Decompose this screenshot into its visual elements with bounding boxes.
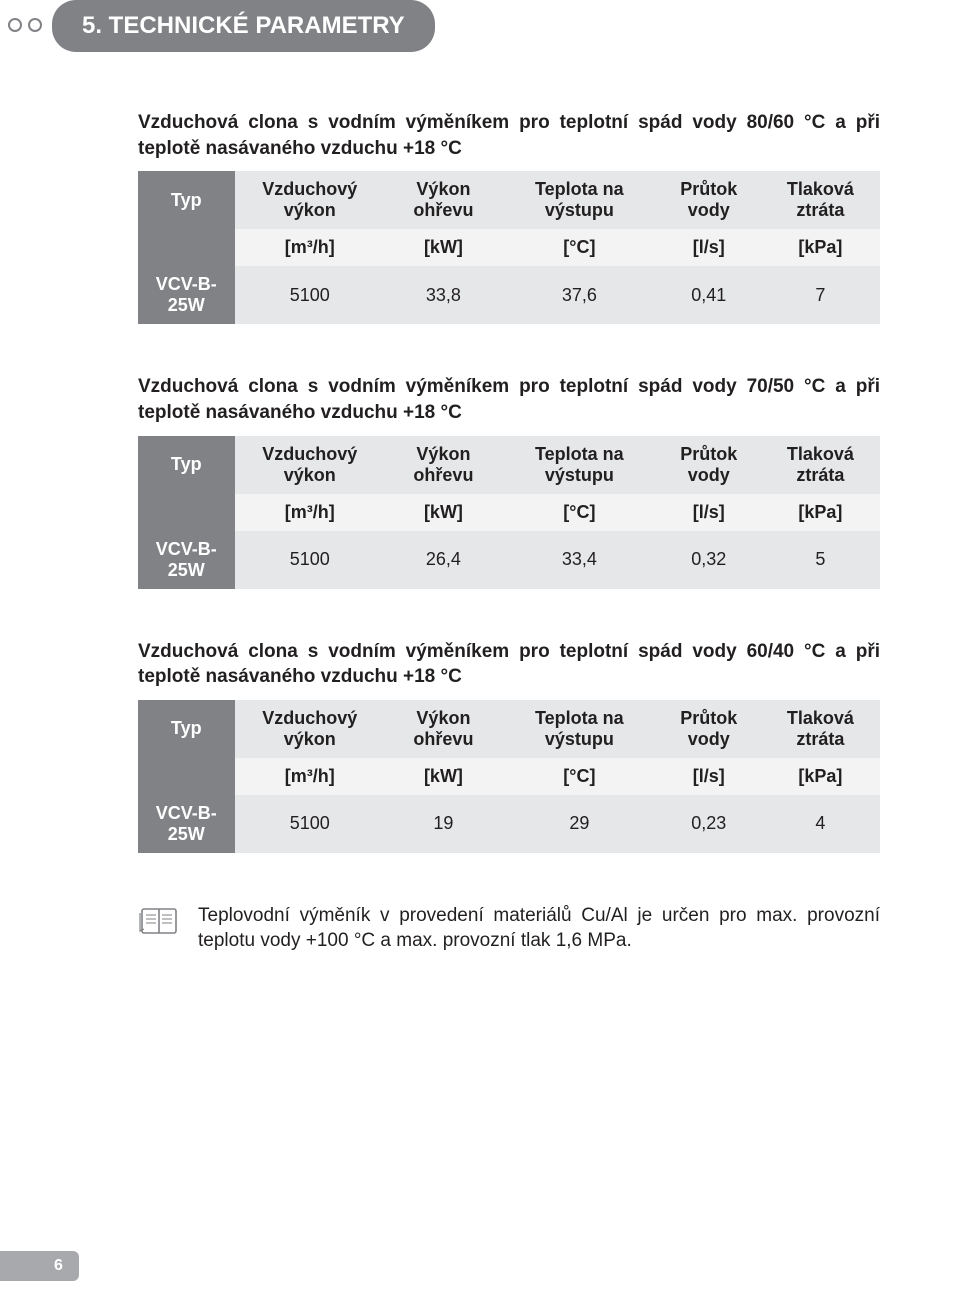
book-icon bbox=[138, 903, 180, 939]
header-bar: 5. TECHNICKÉ PARAMETRY bbox=[0, 0, 960, 60]
val-typ: VCV-B-25W bbox=[138, 266, 235, 324]
note-block: Teplovodní výměník v provedení materiálů… bbox=[138, 903, 880, 954]
data-table-3: Typ Vzduchový výkon Výkon ohřevu Teplota… bbox=[138, 700, 880, 853]
col-typ: Typ bbox=[138, 171, 235, 229]
val-v5: 4 bbox=[761, 795, 880, 853]
col-prutok: Průtok vody bbox=[657, 436, 761, 494]
col-vzduch: Vzduchový výkon bbox=[235, 436, 385, 494]
unit-blank bbox=[138, 494, 235, 531]
val-v2: 19 bbox=[385, 795, 502, 853]
unit-tlak: [kPa] bbox=[761, 494, 880, 531]
table-header-row: Typ Vzduchový výkon Výkon ohřevu Teplota… bbox=[138, 436, 880, 494]
col-tlak: Tlaková ztráta bbox=[761, 700, 880, 758]
data-table-1: Typ Vzduchový výkon Výkon ohřevu Teplota… bbox=[138, 171, 880, 324]
unit-prutok: [l/s] bbox=[657, 758, 761, 795]
page-number: 6 bbox=[30, 1251, 79, 1281]
unit-prutok: [l/s] bbox=[657, 229, 761, 266]
val-v1: 5100 bbox=[235, 266, 385, 324]
unit-teplota: [°C] bbox=[502, 494, 657, 531]
val-v1: 5100 bbox=[235, 531, 385, 589]
col-typ: Typ bbox=[138, 436, 235, 494]
unit-teplota: [°C] bbox=[502, 229, 657, 266]
col-vykon: Výkon ohřevu bbox=[385, 171, 502, 229]
note-text: Teplovodní výměník v provedení materiálů… bbox=[198, 903, 880, 954]
table-unit-row: [m³/h] [kW] [°C] [l/s] [kPa] bbox=[138, 229, 880, 266]
col-teplota: Teplota na výstupu bbox=[502, 436, 657, 494]
val-typ: VCV-B-25W bbox=[138, 531, 235, 589]
col-vykon: Výkon ohřevu bbox=[385, 700, 502, 758]
table-data-row: VCV-B-25W 5100 33,8 37,6 0,41 7 bbox=[138, 266, 880, 324]
unit-tlak: [kPa] bbox=[761, 758, 880, 795]
unit-vzduch: [m³/h] bbox=[235, 229, 385, 266]
unit-blank bbox=[138, 758, 235, 795]
dot-icon bbox=[28, 18, 42, 32]
val-v1: 5100 bbox=[235, 795, 385, 853]
col-prutok: Průtok vody bbox=[657, 171, 761, 229]
data-table-2: Typ Vzduchový výkon Výkon ohřevu Teplota… bbox=[138, 436, 880, 589]
dot-icon bbox=[8, 18, 22, 32]
col-teplota: Teplota na výstupu bbox=[502, 171, 657, 229]
header-dots bbox=[8, 18, 42, 32]
col-tlak: Tlaková ztráta bbox=[761, 171, 880, 229]
col-prutok: Průtok vody bbox=[657, 700, 761, 758]
table-header-row: Typ Vzduchový výkon Výkon ohřevu Teplota… bbox=[138, 700, 880, 758]
page-title: 5. TECHNICKÉ PARAMETRY bbox=[52, 0, 435, 52]
unit-tlak: [kPa] bbox=[761, 229, 880, 266]
table-data-row: VCV-B-25W 5100 26,4 33,4 0,32 5 bbox=[138, 531, 880, 589]
table-unit-row: [m³/h] [kW] [°C] [l/s] [kPa] bbox=[138, 758, 880, 795]
unit-blank bbox=[138, 229, 235, 266]
section-title-2: Vzduchová clona s vodním výměníkem pro t… bbox=[138, 374, 880, 425]
col-vykon: Výkon ohřevu bbox=[385, 436, 502, 494]
content-area: Vzduchová clona s vodním výměníkem pro t… bbox=[138, 110, 880, 954]
val-v2: 33,8 bbox=[385, 266, 502, 324]
unit-vykon: [kW] bbox=[385, 494, 502, 531]
section-title-1: Vzduchová clona s vodním výměníkem pro t… bbox=[138, 110, 880, 161]
unit-vykon: [kW] bbox=[385, 758, 502, 795]
val-v5: 5 bbox=[761, 531, 880, 589]
table-data-row: VCV-B-25W 5100 19 29 0,23 4 bbox=[138, 795, 880, 853]
col-vzduch: Vzduchový výkon bbox=[235, 171, 385, 229]
val-v3: 33,4 bbox=[502, 531, 657, 589]
unit-teplota: [°C] bbox=[502, 758, 657, 795]
val-v4: 0,32 bbox=[657, 531, 761, 589]
unit-vzduch: [m³/h] bbox=[235, 494, 385, 531]
table-header-row: Typ Vzduchový výkon Výkon ohřevu Teplota… bbox=[138, 171, 880, 229]
val-v5: 7 bbox=[761, 266, 880, 324]
unit-vykon: [kW] bbox=[385, 229, 502, 266]
val-v3: 37,6 bbox=[502, 266, 657, 324]
val-v2: 26,4 bbox=[385, 531, 502, 589]
val-typ: VCV-B-25W bbox=[138, 795, 235, 853]
section-title-3: Vzduchová clona s vodním výměníkem pro t… bbox=[138, 639, 880, 690]
col-vzduch: Vzduchový výkon bbox=[235, 700, 385, 758]
val-v3: 29 bbox=[502, 795, 657, 853]
col-tlak: Tlaková ztráta bbox=[761, 436, 880, 494]
val-v4: 0,23 bbox=[657, 795, 761, 853]
table-unit-row: [m³/h] [kW] [°C] [l/s] [kPa] bbox=[138, 494, 880, 531]
unit-prutok: [l/s] bbox=[657, 494, 761, 531]
val-v4: 0,41 bbox=[657, 266, 761, 324]
col-typ: Typ bbox=[138, 700, 235, 758]
col-teplota: Teplota na výstupu bbox=[502, 700, 657, 758]
unit-vzduch: [m³/h] bbox=[235, 758, 385, 795]
